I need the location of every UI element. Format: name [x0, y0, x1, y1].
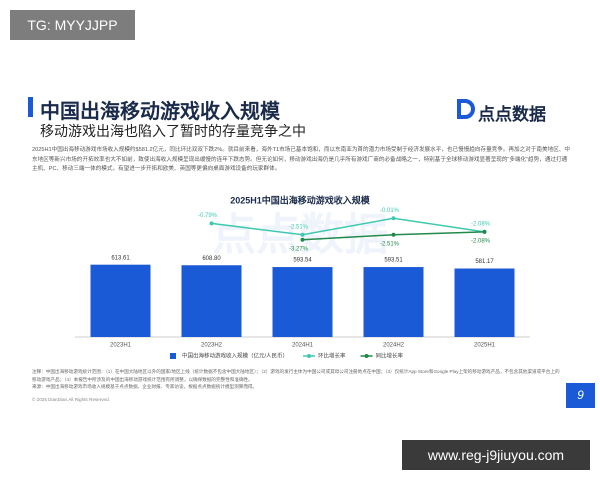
- copyright: © 2025 DianDian.All Rights Reserved.: [32, 397, 110, 402]
- chart: 2025H1中国出海移动游戏收入规模 点点数据 2023H1 2023H2 2024…: [75, 194, 530, 359]
- line-value-label: -2.08%: [471, 239, 491, 245]
- legend-label: 环比增长率: [318, 351, 346, 359]
- line-value-label: -3.27%: [289, 246, 309, 252]
- line-value-label: -0.79%: [198, 213, 218, 219]
- bar: [90, 264, 151, 337]
- legend-label: 同比增长率: [376, 351, 404, 359]
- bar: [272, 267, 333, 337]
- note: 注释：中国出海移动游戏统计范围：（1）在中国大陆地区以外的国家/地区上线（统计数…: [32, 369, 560, 382]
- bar: [454, 268, 515, 337]
- watermark-url: www.reg-j9jiuyou.com: [402, 440, 590, 470]
- bar-value-label: 593.51: [384, 258, 403, 264]
- line: [211, 217, 485, 236]
- line-point: [482, 229, 487, 234]
- line-point: [300, 237, 305, 242]
- x-tick-label: 2023H2: [201, 343, 223, 349]
- title-accent: [28, 97, 33, 117]
- logo: 点点数据: [478, 105, 546, 124]
- watermark-tag: TG: MYYJJPP: [10, 10, 135, 40]
- legend-swatch: [307, 354, 312, 358]
- line-value-label: -2.08%: [471, 222, 491, 228]
- bar-value-label: 613.61: [111, 255, 130, 261]
- logo-icon: [457, 99, 475, 119]
- x-tick-label: 2024H1: [292, 343, 314, 349]
- title: 中国出海移动游戏收入规模: [40, 101, 280, 123]
- line-value-label: -2.51%: [289, 224, 309, 230]
- bar: [363, 267, 424, 337]
- notes: 注释：中国出海移动游戏统计范围：（1）在中国大陆地区以外的国家/地区上线（统计数…: [32, 368, 562, 391]
- x-tick-label: 2023H1: [110, 343, 132, 349]
- subtitle: 移动游戏出海也陷入了暂时的存量竞争之中: [40, 123, 306, 139]
- note: 来源：中国出海移动游戏市场收入规模基于点点数据、企业财报、专家访谈，根据点点数据…: [32, 384, 258, 389]
- x-tick-label: 2025H1: [474, 343, 496, 349]
- line-point: [391, 216, 396, 221]
- bar-value-label: 608.80: [202, 256, 221, 262]
- line-point: [300, 232, 305, 237]
- bar-value-label: 593.54: [293, 258, 312, 264]
- legend-swatch: [364, 354, 369, 358]
- line-value-label: -0.01%: [380, 208, 400, 214]
- line-point: [391, 232, 396, 237]
- line-value-label: -2.51%: [380, 241, 400, 247]
- legend-label: 中国出海移动游戏收入规模（亿元/人民币）: [182, 351, 288, 359]
- legend-swatch: [170, 353, 176, 359]
- paragraph: 2025H1中国出海移动游戏市场收入规模约$581.2亿元，同比环比双双下跌2%…: [32, 147, 570, 172]
- chart-title: 2025H1中国出海移动游戏收入规模: [230, 194, 371, 205]
- page-number: 9: [566, 383, 595, 408]
- bar: [181, 265, 242, 337]
- bar-value-label: 581.17: [475, 259, 494, 265]
- line-point: [209, 221, 214, 226]
- x-tick-label: 2024H2: [383, 343, 405, 349]
